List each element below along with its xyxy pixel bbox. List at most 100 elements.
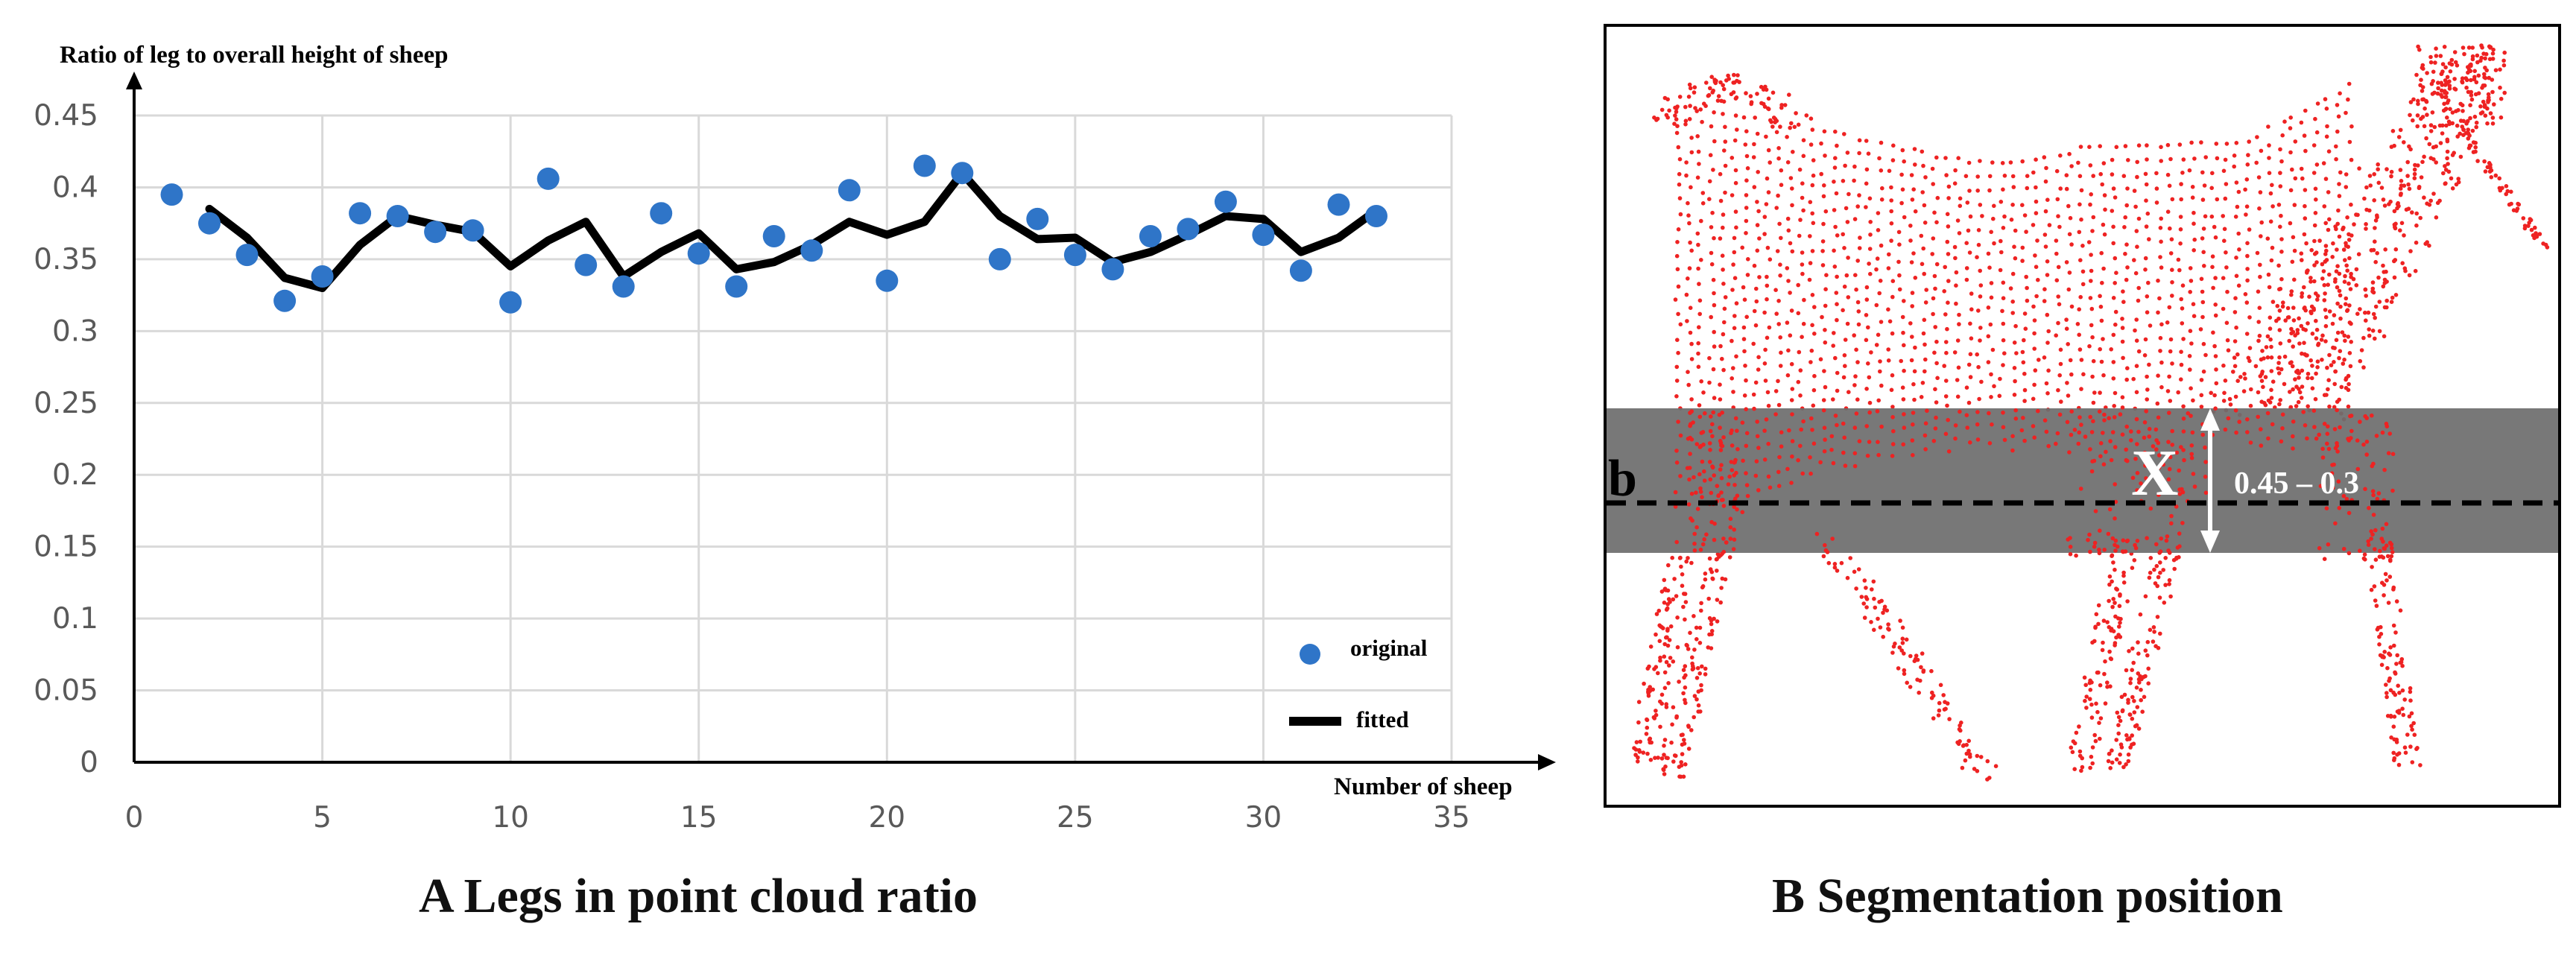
cloud-point: [2346, 437, 2350, 441]
cloud-point: [2478, 104, 2483, 109]
cloud-point: [1887, 252, 1891, 257]
cloud-point: [2400, 706, 2405, 711]
cloud-point: [2445, 75, 2450, 80]
cloud-point: [1978, 159, 1982, 163]
cloud-point: [2362, 552, 2367, 557]
cloud-point: [2281, 300, 2285, 305]
cloud-point: [2359, 348, 2364, 352]
cloud-point: [1656, 756, 1660, 760]
cloud-point: [1776, 322, 1781, 326]
cloud-point: [2135, 471, 2140, 475]
cloud-point: [2203, 155, 2208, 159]
cloud-point: [1900, 148, 1905, 153]
cloud-point: [2192, 314, 2197, 319]
cloud-point: [2410, 727, 2414, 732]
cloud-point: [1864, 387, 1869, 391]
cloud-point: [1699, 218, 1703, 224]
cloud-point: [2110, 430, 2115, 434]
original-point: [499, 291, 522, 314]
original-point: [1026, 207, 1049, 230]
cloud-point: [2266, 436, 2270, 441]
cloud-point: [2156, 440, 2161, 446]
cloud-point: [1835, 302, 1839, 307]
cloud-point: [1677, 196, 1683, 200]
cloud-point: [2032, 346, 2037, 351]
cloud-point: [1741, 285, 1746, 290]
cloud-point: [2001, 411, 2005, 415]
cloud-point: [1733, 180, 1738, 186]
cloud-point: [2355, 466, 2361, 472]
cloud-point: [2187, 168, 2192, 173]
cloud-point: [2396, 200, 2400, 206]
cloud-point: [1718, 448, 1724, 452]
cloud-point: [1968, 375, 1973, 379]
cloud-point: [2181, 337, 2186, 341]
cloud-point: [1707, 460, 1712, 464]
cloud-point: [2422, 124, 2427, 129]
cloud-point: [2077, 430, 2081, 435]
cloud-point: [1946, 279, 1951, 283]
cloud-point: [2244, 332, 2250, 336]
cloud-point: [2323, 244, 2329, 248]
cloud-point: [2148, 570, 2153, 575]
cloud-point: [1911, 411, 1916, 415]
cloud-point: [1720, 443, 1725, 449]
cloud-point: [1701, 442, 1706, 447]
cloud-point: [1788, 291, 1792, 295]
cloud-point: [2370, 413, 2374, 418]
cloud-point: [2115, 710, 2120, 715]
cloud-point: [2025, 285, 2029, 291]
cloud-point: [1921, 669, 1925, 674]
cloud-point: [2430, 110, 2435, 115]
cloud-point: [2044, 429, 2049, 434]
cloud-point: [2124, 668, 2129, 673]
cloud-point: [1761, 101, 1766, 107]
cloud-point: [2325, 365, 2329, 370]
cloud-point: [2468, 115, 2472, 121]
cloud-point: [2136, 349, 2142, 354]
cloud-point: [2347, 139, 2352, 145]
cloud-point: [2276, 203, 2282, 207]
cloud-point: [1753, 323, 1759, 328]
original-point: [386, 205, 409, 227]
cloud-point: [1674, 460, 1680, 465]
cloud-point: [2358, 307, 2362, 311]
cloud-point: [1707, 556, 1712, 561]
cloud-point: [2102, 671, 2107, 677]
cloud-point: [1776, 146, 1781, 151]
cloud-point: [2466, 45, 2472, 50]
cloud-point: [2102, 418, 2107, 422]
cloud-point: [2066, 287, 2072, 292]
cloud-point: [2412, 171, 2417, 177]
cloud-point: [2113, 538, 2118, 543]
cloud-point: [2156, 465, 2162, 470]
cloud-point: [2373, 336, 2377, 341]
cloud-point: [1913, 162, 1917, 167]
cloud-point: [2088, 765, 2092, 770]
cloud-point: [1683, 762, 1688, 767]
cloud-point: [1691, 420, 1695, 425]
cloud-point: [2461, 45, 2466, 50]
cloud-point: [2056, 294, 2060, 299]
cloud-point: [1785, 373, 1791, 378]
cloud-point: [1935, 195, 1940, 200]
cloud-point: [2386, 451, 2391, 455]
cloud-point: [2169, 513, 2174, 519]
cloud-point: [2134, 338, 2139, 343]
original-point: [687, 242, 710, 265]
cloud-point: [2335, 264, 2340, 269]
cloud-point: [2088, 447, 2092, 452]
cloud-point: [1975, 255, 1979, 260]
cloud-point: [2201, 227, 2206, 231]
cloud-point: [1845, 220, 1850, 224]
cloud-point: [2371, 311, 2376, 317]
cloud-point: [1723, 163, 1728, 168]
cloud-point: [1754, 459, 1759, 463]
cloud-point: [2221, 214, 2225, 218]
cloud-point: [2121, 289, 2125, 294]
cloud-point: [1709, 225, 1714, 229]
cloud-point: [2079, 387, 2083, 391]
cloud-point: [2303, 188, 2308, 192]
cloud-point: [2326, 190, 2331, 194]
cloud-point: [1662, 577, 1667, 583]
